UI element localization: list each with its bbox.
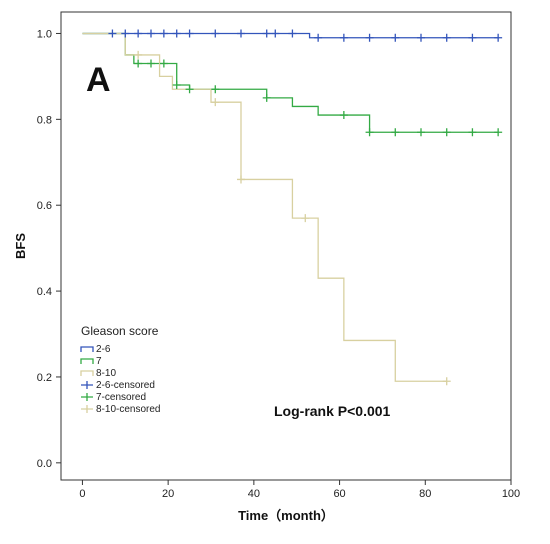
- censor-mark-2-6: [339, 33, 348, 42]
- censor-mark-8-10: [211, 98, 220, 107]
- censor-mark-2-6: [159, 29, 168, 38]
- censor-mark-2-6: [314, 33, 323, 42]
- legend-swatch-cross: [81, 393, 93, 401]
- x-tick-label: 60: [333, 488, 345, 500]
- censor-mark-8-10: [134, 50, 143, 59]
- legend-label: 2-6: [96, 344, 111, 355]
- legend-label: 8-10-censored: [96, 404, 160, 415]
- censor-mark-2-6: [121, 29, 130, 38]
- censor-mark-2-6: [237, 29, 245, 38]
- censor-mark-2-6: [468, 33, 477, 42]
- y-tick-label: 0.0: [37, 458, 52, 470]
- censor-mark-7: [365, 128, 374, 137]
- y-tick-label: 0.8: [37, 114, 52, 126]
- y-tick-label: 1.0: [37, 28, 52, 40]
- censor-mark-7: [339, 111, 348, 120]
- censor-mark-7: [211, 85, 220, 94]
- legend-swatch-line: [80, 358, 94, 364]
- x-axis-title: Time（month）: [238, 508, 334, 523]
- censor-mark-7: [185, 85, 194, 94]
- censor-mark-7: [147, 59, 155, 68]
- censor-mark-2-6: [211, 29, 220, 38]
- censor-mark-7: [134, 59, 143, 68]
- censor-mark-7: [417, 128, 425, 137]
- censor-mark-2-6: [288, 29, 297, 38]
- censor-mark-8-10: [301, 214, 310, 223]
- censor-mark-2-6: [417, 33, 425, 42]
- legend-swatch-line: [80, 370, 94, 376]
- censor-mark-8-10: [442, 377, 451, 386]
- censor-mark-2-6: [442, 33, 451, 42]
- x-tick-label: 20: [162, 488, 174, 500]
- legend-label: 7-censored: [96, 392, 146, 403]
- axes: 0 20 40 60 80 100 0.0 0.2 0.4 0.6 0.8 1.0: [37, 28, 520, 500]
- legend-swatch-cross: [81, 405, 93, 413]
- legend-title: Gleason score: [81, 324, 159, 338]
- censor-mark-7: [159, 59, 168, 68]
- censor-mark-2-6: [494, 33, 503, 42]
- y-tick-label: 0.6: [37, 200, 52, 212]
- log-rank-annotation: Log-rank P<0.001: [274, 403, 391, 419]
- censor-mark-2-6: [172, 29, 181, 38]
- censor-mark-2-6: [108, 29, 117, 38]
- legend: Gleason score 2-678-102-6-censored7-cens…: [80, 324, 160, 415]
- y-axis-title: BFS: [13, 233, 28, 259]
- x-tick-label: 100: [502, 488, 520, 500]
- censor-mark-7: [262, 93, 271, 102]
- censor-mark-7: [494, 128, 503, 137]
- y-tick-label: 0.4: [37, 286, 52, 298]
- censor-mark-2-6: [365, 33, 374, 42]
- censor-mark-7: [391, 128, 400, 137]
- legend-label: 2-6-censored: [96, 380, 155, 391]
- censor-mark-2-6: [134, 29, 143, 38]
- censor-mark-7: [172, 80, 181, 89]
- legend-label: 7: [96, 356, 102, 367]
- x-tick-label: 80: [419, 488, 431, 500]
- censor-mark-7: [442, 128, 451, 137]
- survival-curves: [82, 32, 499, 382]
- censor-mark-2-6: [271, 29, 280, 38]
- y-tick-label: 0.2: [37, 372, 52, 384]
- censor-mark-8-10: [237, 175, 245, 184]
- censor-mark-2-6: [262, 29, 271, 38]
- legend-label: 8-10: [96, 368, 116, 379]
- x-tick-label: 40: [248, 488, 260, 500]
- censor-mark-7: [468, 128, 477, 137]
- legend-swatch-line: [80, 346, 94, 352]
- legend-swatch-cross: [81, 381, 93, 389]
- plot-frame: [60, 11, 512, 481]
- censor-mark-2-6: [185, 29, 194, 38]
- x-tick-label: 0: [79, 488, 85, 500]
- censor-mark-2-6: [391, 33, 400, 42]
- censor-mark-2-6: [147, 29, 155, 38]
- censor-marks: [108, 29, 503, 386]
- panel-letter: A: [86, 61, 111, 99]
- series-line-8-10: [82, 32, 447, 382]
- series-line-2-6: [82, 32, 499, 39]
